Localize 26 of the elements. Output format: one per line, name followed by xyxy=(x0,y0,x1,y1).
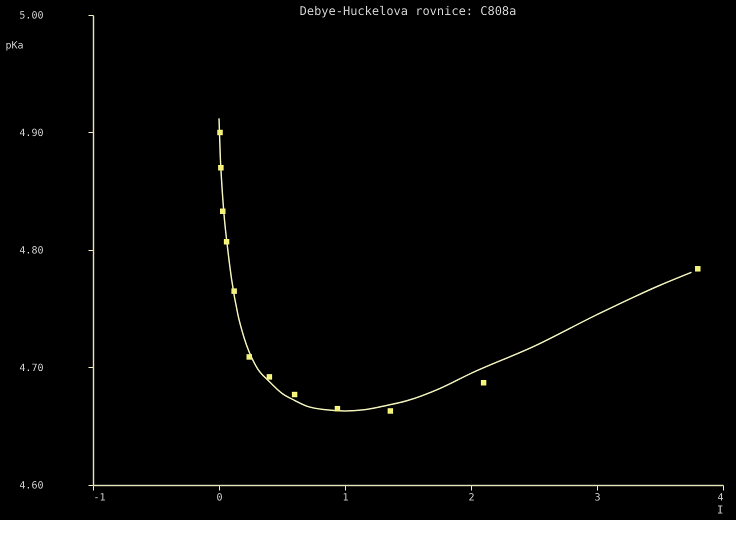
y-tick-label: 4.60 xyxy=(19,480,44,492)
line-series xyxy=(218,118,692,412)
point xyxy=(246,354,252,360)
point xyxy=(388,408,394,414)
point xyxy=(334,406,340,412)
y-tick-label: 4.70 xyxy=(19,363,44,374)
y-axis-title: pKa xyxy=(6,40,24,52)
point xyxy=(224,239,230,245)
x-tick-label: 2 xyxy=(468,492,475,504)
x-tick-label: 0 xyxy=(216,492,223,504)
point xyxy=(480,380,486,386)
point xyxy=(695,266,701,272)
x-tick-label: -1 xyxy=(94,492,106,504)
point xyxy=(292,392,298,398)
x-axis-title: I xyxy=(716,504,724,516)
x-tick-label: 4 xyxy=(717,492,724,504)
y-tick-label: 4.90 xyxy=(19,128,44,139)
chart-title: Debye-Huckelova rovnice: C808a xyxy=(300,4,516,18)
point xyxy=(231,288,237,294)
y-tick-label: 4.80 xyxy=(19,246,44,256)
point xyxy=(266,374,272,380)
point xyxy=(220,208,226,214)
point xyxy=(218,165,224,170)
x-tick-label: 1 xyxy=(342,492,349,504)
x-tick-label: 3 xyxy=(594,492,601,504)
y-tick-label: 5.00 xyxy=(19,10,44,22)
